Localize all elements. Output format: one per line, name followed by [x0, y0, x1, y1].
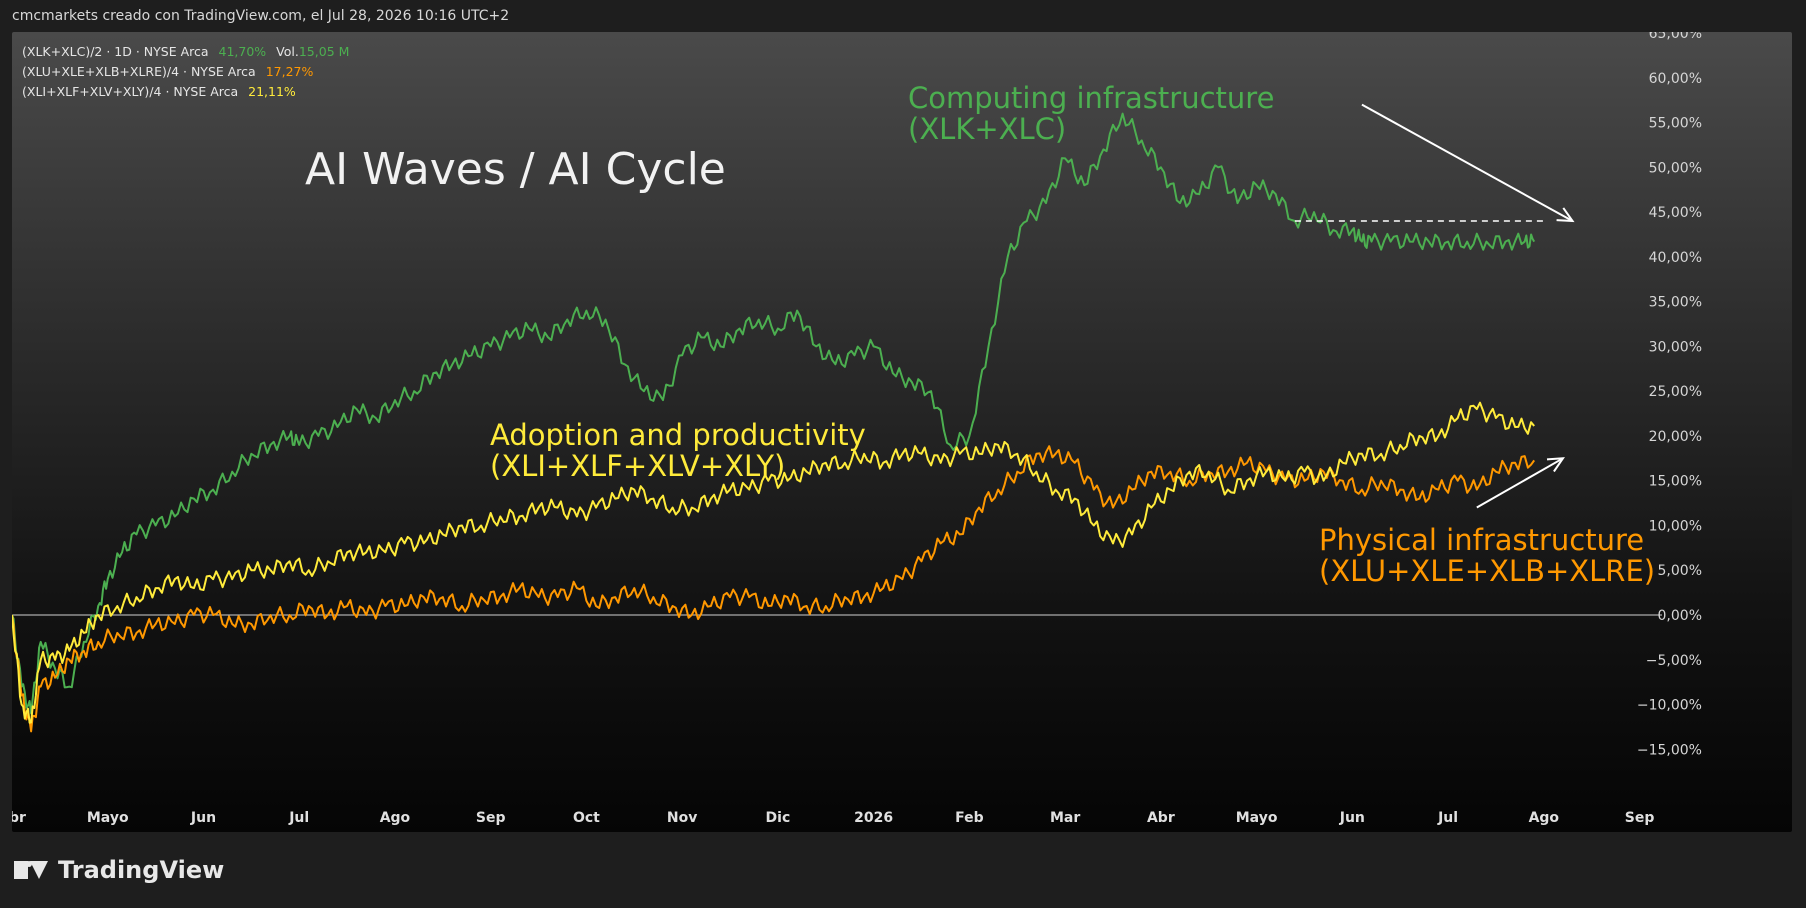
x-tick-label: Sep	[1625, 810, 1655, 826]
x-tick-label: Dic	[766, 810, 791, 826]
legend-value-green: 41,70%	[218, 44, 267, 59]
legend-value-yellow: 21,11%	[248, 84, 296, 99]
annotation-computing-line: Computing infrastructure	[908, 81, 1274, 115]
y-tick-label: 15,00%	[1649, 474, 1702, 490]
legend-row-orange[interactable]: (XLU+XLE+XLB+XLRE)/4 · NYSE Arca 17,27%	[22, 62, 349, 82]
x-tick-label: Abr	[12, 810, 26, 826]
chart-svg[interactable]: 65,00% 60,00% 55,00% 50,00% 45,00% 40,00% 35,0…	[12, 32, 1792, 832]
legend-symbol-orange: (XLU+XLE+XLB+XLRE)/4 · NYSE Arca	[22, 64, 256, 79]
series-line-computing	[12, 112, 1536, 715]
y-tick-label: −10,00%	[1637, 698, 1702, 714]
orange-trend-arrow	[1476, 457, 1564, 509]
y-tick-label: 20,00%	[1649, 429, 1702, 445]
chart-header: cmcmarkets creado con TradingView.com, e…	[12, 8, 510, 24]
series-line-adoption	[12, 401, 1535, 724]
legend: (XLK+XLC)/2 · 1D · NYSE Arca 41,70% Vol.…	[22, 42, 349, 102]
y-tick-label: 30,00%	[1649, 339, 1702, 355]
x-tick-label: Mayo	[1236, 810, 1278, 826]
legend-value-orange: 17,27%	[265, 64, 314, 79]
x-tick-label: Jun	[190, 810, 216, 826]
y-tick-label: −15,00%	[1637, 742, 1702, 758]
y-tick-label: 25,00%	[1649, 384, 1702, 400]
x-tick-label: Jun	[1339, 810, 1365, 826]
orange-trend-arrow-head	[1546, 457, 1565, 473]
legend-row-green[interactable]: (XLK+XLC)/2 · 1D · NYSE Arca 41,70% Vol.…	[22, 42, 349, 62]
y-tick-label: 40,00%	[1649, 250, 1702, 266]
tradingview-logo-icon	[14, 859, 48, 881]
y-tick-label: 35,00%	[1649, 295, 1702, 311]
annotation-physical-line: (XLU+XLE+XLB+XLRE)	[1319, 554, 1655, 588]
y-tick-label: 0,00%	[1658, 608, 1702, 624]
green-trend-arrow	[1361, 103, 1574, 222]
legend-vol-value: 15,05 M	[298, 44, 350, 59]
annotation-computing-line: (XLK+XLC)	[908, 112, 1066, 146]
legend-symbol-yellow: (XLI+XLF+XLV+XLY)/4 · NYSE Arca	[22, 84, 239, 99]
y-tick-label: 50,00%	[1649, 160, 1702, 176]
x-tick-label: Nov	[667, 810, 697, 826]
annotation-physical-line: Physical infrastructure	[1319, 523, 1644, 557]
y-tick-label: 10,00%	[1649, 518, 1702, 534]
y-tick-label: 60,00%	[1649, 71, 1702, 87]
annotation-adoption-line: Adoption and productivity	[490, 418, 866, 452]
series-line-physical	[12, 445, 1536, 733]
chart-panel[interactable]: 65,00% 60,00% 55,00% 50,00% 45,00% 40,00% 35,0…	[12, 32, 1792, 832]
x-tick-label: Feb	[955, 810, 984, 826]
legend-vol-label: Vol.	[276, 44, 299, 59]
x-tick-label: Jul	[1437, 810, 1458, 826]
x-tick-label: Mar	[1050, 810, 1080, 826]
chart-title: AI Waves / AI Cycle	[305, 144, 726, 195]
x-tick-label: Oct	[573, 810, 600, 826]
legend-symbol-green: (XLK+XLC)/2 · 1D · NYSE Arca	[22, 44, 209, 59]
x-tick-label: Ago	[380, 810, 411, 826]
x-tick-label: Sep	[476, 810, 506, 826]
legend-row-yellow[interactable]: (XLI+XLF+XLV+XLY)/4 · NYSE Arca 21,11%	[22, 82, 349, 102]
y-tick-label: 45,00%	[1649, 205, 1702, 221]
x-tick-label: Ago	[1529, 810, 1560, 826]
y-tick-label: 5,00%	[1658, 563, 1702, 579]
x-tick-label: 2026	[854, 810, 893, 826]
footer-branding[interactable]: TradingView	[14, 856, 224, 884]
footer-brand-text: TradingView	[58, 856, 225, 884]
y-tick-label: 65,00%	[1649, 32, 1702, 42]
x-tick-label: Jul	[288, 810, 309, 826]
y-tick-label: −5,00%	[1646, 653, 1702, 669]
annotation-adoption-line: (XLI+XLF+XLV+XLY)	[490, 449, 785, 483]
x-tick-label: Mayo	[87, 810, 129, 826]
green-trend-arrow-head	[1556, 207, 1575, 223]
y-tick-label: 55,00%	[1649, 116, 1702, 132]
x-tick-label: Abr	[1147, 810, 1175, 826]
